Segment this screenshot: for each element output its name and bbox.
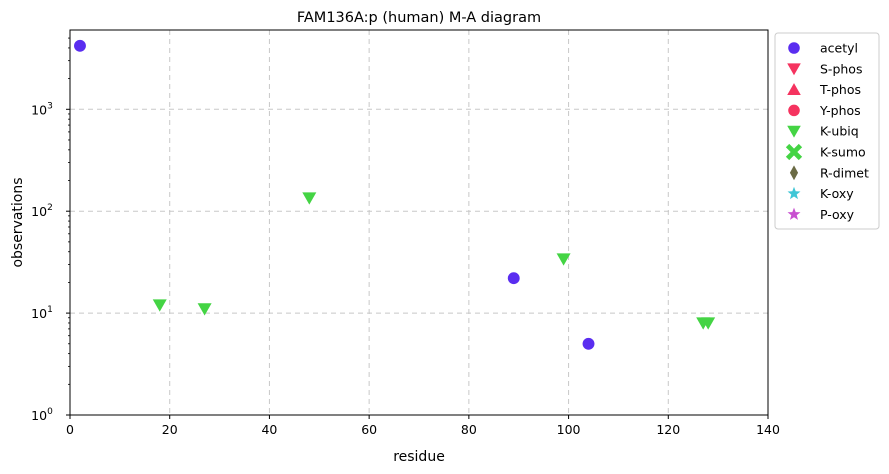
y-tick-label: 102 <box>31 203 53 219</box>
legend-marker-k-oxy <box>787 186 801 200</box>
legend-label: P-oxy <box>820 207 855 222</box>
x-tick-label: 40 <box>261 422 277 437</box>
legend-marker-t-phos <box>787 83 801 96</box>
legend-label: S-phos <box>820 61 862 76</box>
legend-label: T-phos <box>819 82 861 97</box>
legend-label: K-oxy <box>820 186 854 201</box>
legend-label: R-dimet <box>820 165 869 180</box>
x-tick-label: 120 <box>656 422 680 437</box>
data-point-k-ubiq <box>197 303 212 316</box>
y-tick-label: 101 <box>31 305 53 321</box>
legend-marker-r-dimet <box>789 165 799 181</box>
y-tick-label: 103 <box>31 101 53 117</box>
data-point-k-ubiq <box>701 317 716 330</box>
legend-label: K-ubiq <box>820 124 859 139</box>
data-points <box>74 39 716 350</box>
x-tick-label: 140 <box>756 422 780 437</box>
x-axis: 0 20 40 60 80 100 120 140 <box>66 415 780 437</box>
x-tick-label: 20 <box>162 422 178 437</box>
legend-frame <box>774 32 880 230</box>
legend-marker-k-sumo <box>785 143 803 161</box>
legend-label: Y-phos <box>819 103 861 118</box>
data-point-k-ubiq <box>302 192 317 205</box>
x-tick-label: 60 <box>361 422 377 437</box>
chart-title: FAM136A:p (human) M-A diagram <box>297 10 541 26</box>
x-tick-label: 100 <box>557 422 581 437</box>
legend: acetyl S-phos T-phos Y-phos K-ubiq K-sumo R-di… <box>774 32 880 230</box>
y-axis: 100 101 102 103 <box>31 37 70 423</box>
legend-label: acetyl <box>820 41 858 56</box>
x-tick-label: 80 <box>461 422 477 437</box>
legend-marker-k-ubiq <box>787 125 801 138</box>
plot-frame <box>69 29 769 416</box>
data-point-acetyl <box>507 272 520 285</box>
legend-marker-s-phos <box>787 63 801 76</box>
legend-label: K-sumo <box>820 145 866 160</box>
y-tick-label: 100 <box>31 407 53 423</box>
data-point-k-ubiq <box>152 299 167 312</box>
legend-marker-p-oxy <box>787 207 801 220</box>
data-point-acetyl <box>74 39 86 52</box>
data-point-acetyl <box>582 337 595 350</box>
x-axis-label: residue <box>393 449 445 465</box>
x-tick-label: 0 <box>66 422 74 437</box>
data-point-k-ubiq <box>556 253 571 266</box>
legend-marker-y-phos <box>788 104 800 117</box>
legend-marker-acetyl <box>788 42 800 54</box>
y-axis-label: observations <box>10 177 26 267</box>
grid-lines <box>70 30 768 415</box>
